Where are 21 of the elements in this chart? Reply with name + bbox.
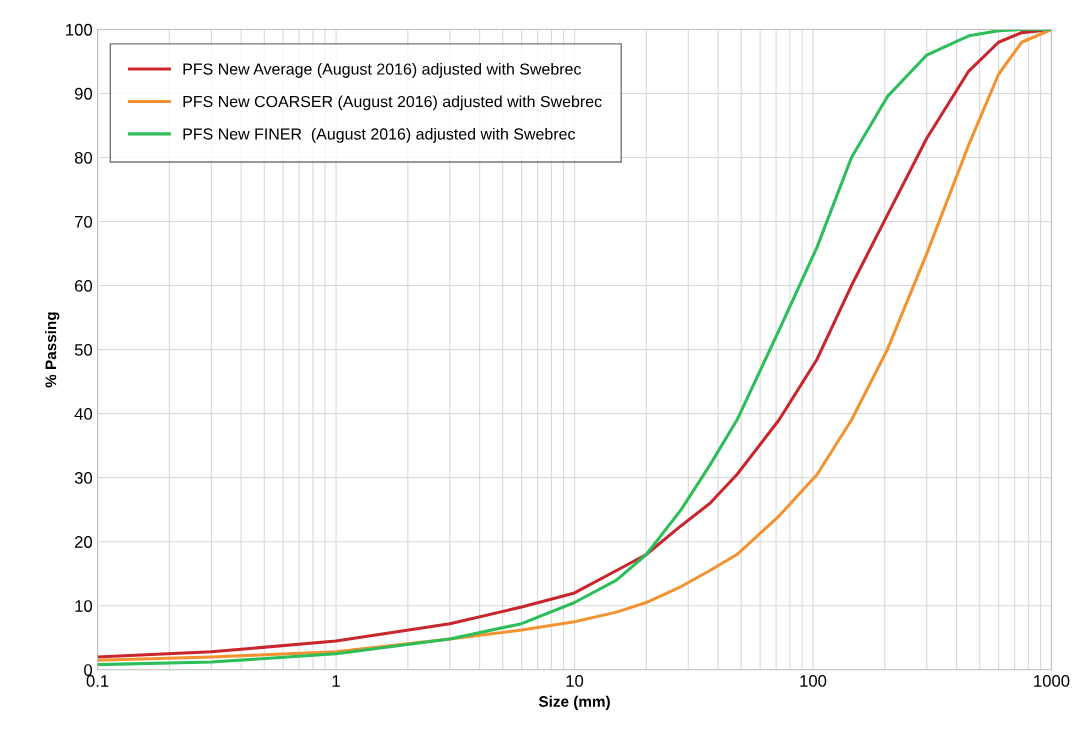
y-tick-label: 60 [75, 279, 93, 292]
x-axis-title: Size (mm) [538, 695, 610, 710]
legend-label: PFS New FINER (August 2016) adjusted with Swebrec [183, 127, 576, 143]
y-tick-label: 40 [74, 408, 93, 420]
y-tick-label: 50 [74, 344, 93, 356]
y-tick-label: 30 [74, 472, 93, 484]
y-axis-title: % Passing [45, 312, 60, 388]
y-tick-label: 70 [75, 215, 93, 228]
y-tick-label: 10 [75, 600, 93, 612]
x-tick-label: 0.1 [86, 675, 109, 687]
x-tick-label: 100 [800, 675, 827, 687]
legend-label: PFS New Average (August 2016) adjusted with Swebrec [183, 63, 582, 78]
legend-label: PFS New COARSER (August 2016) adjusted with Swebrec [183, 95, 602, 111]
y-tick-label: 80 [74, 151, 93, 164]
x-tick-label: 10 [566, 675, 584, 687]
x-tick-label: 1 [332, 675, 340, 687]
x-tick-label: 1000 [1034, 675, 1070, 687]
y-tick-label: 100 [66, 23, 93, 36]
y-tick-label: 20 [75, 536, 93, 548]
y-tick-label: 90 [74, 87, 93, 100]
y-tick-label: 0 [84, 664, 93, 676]
